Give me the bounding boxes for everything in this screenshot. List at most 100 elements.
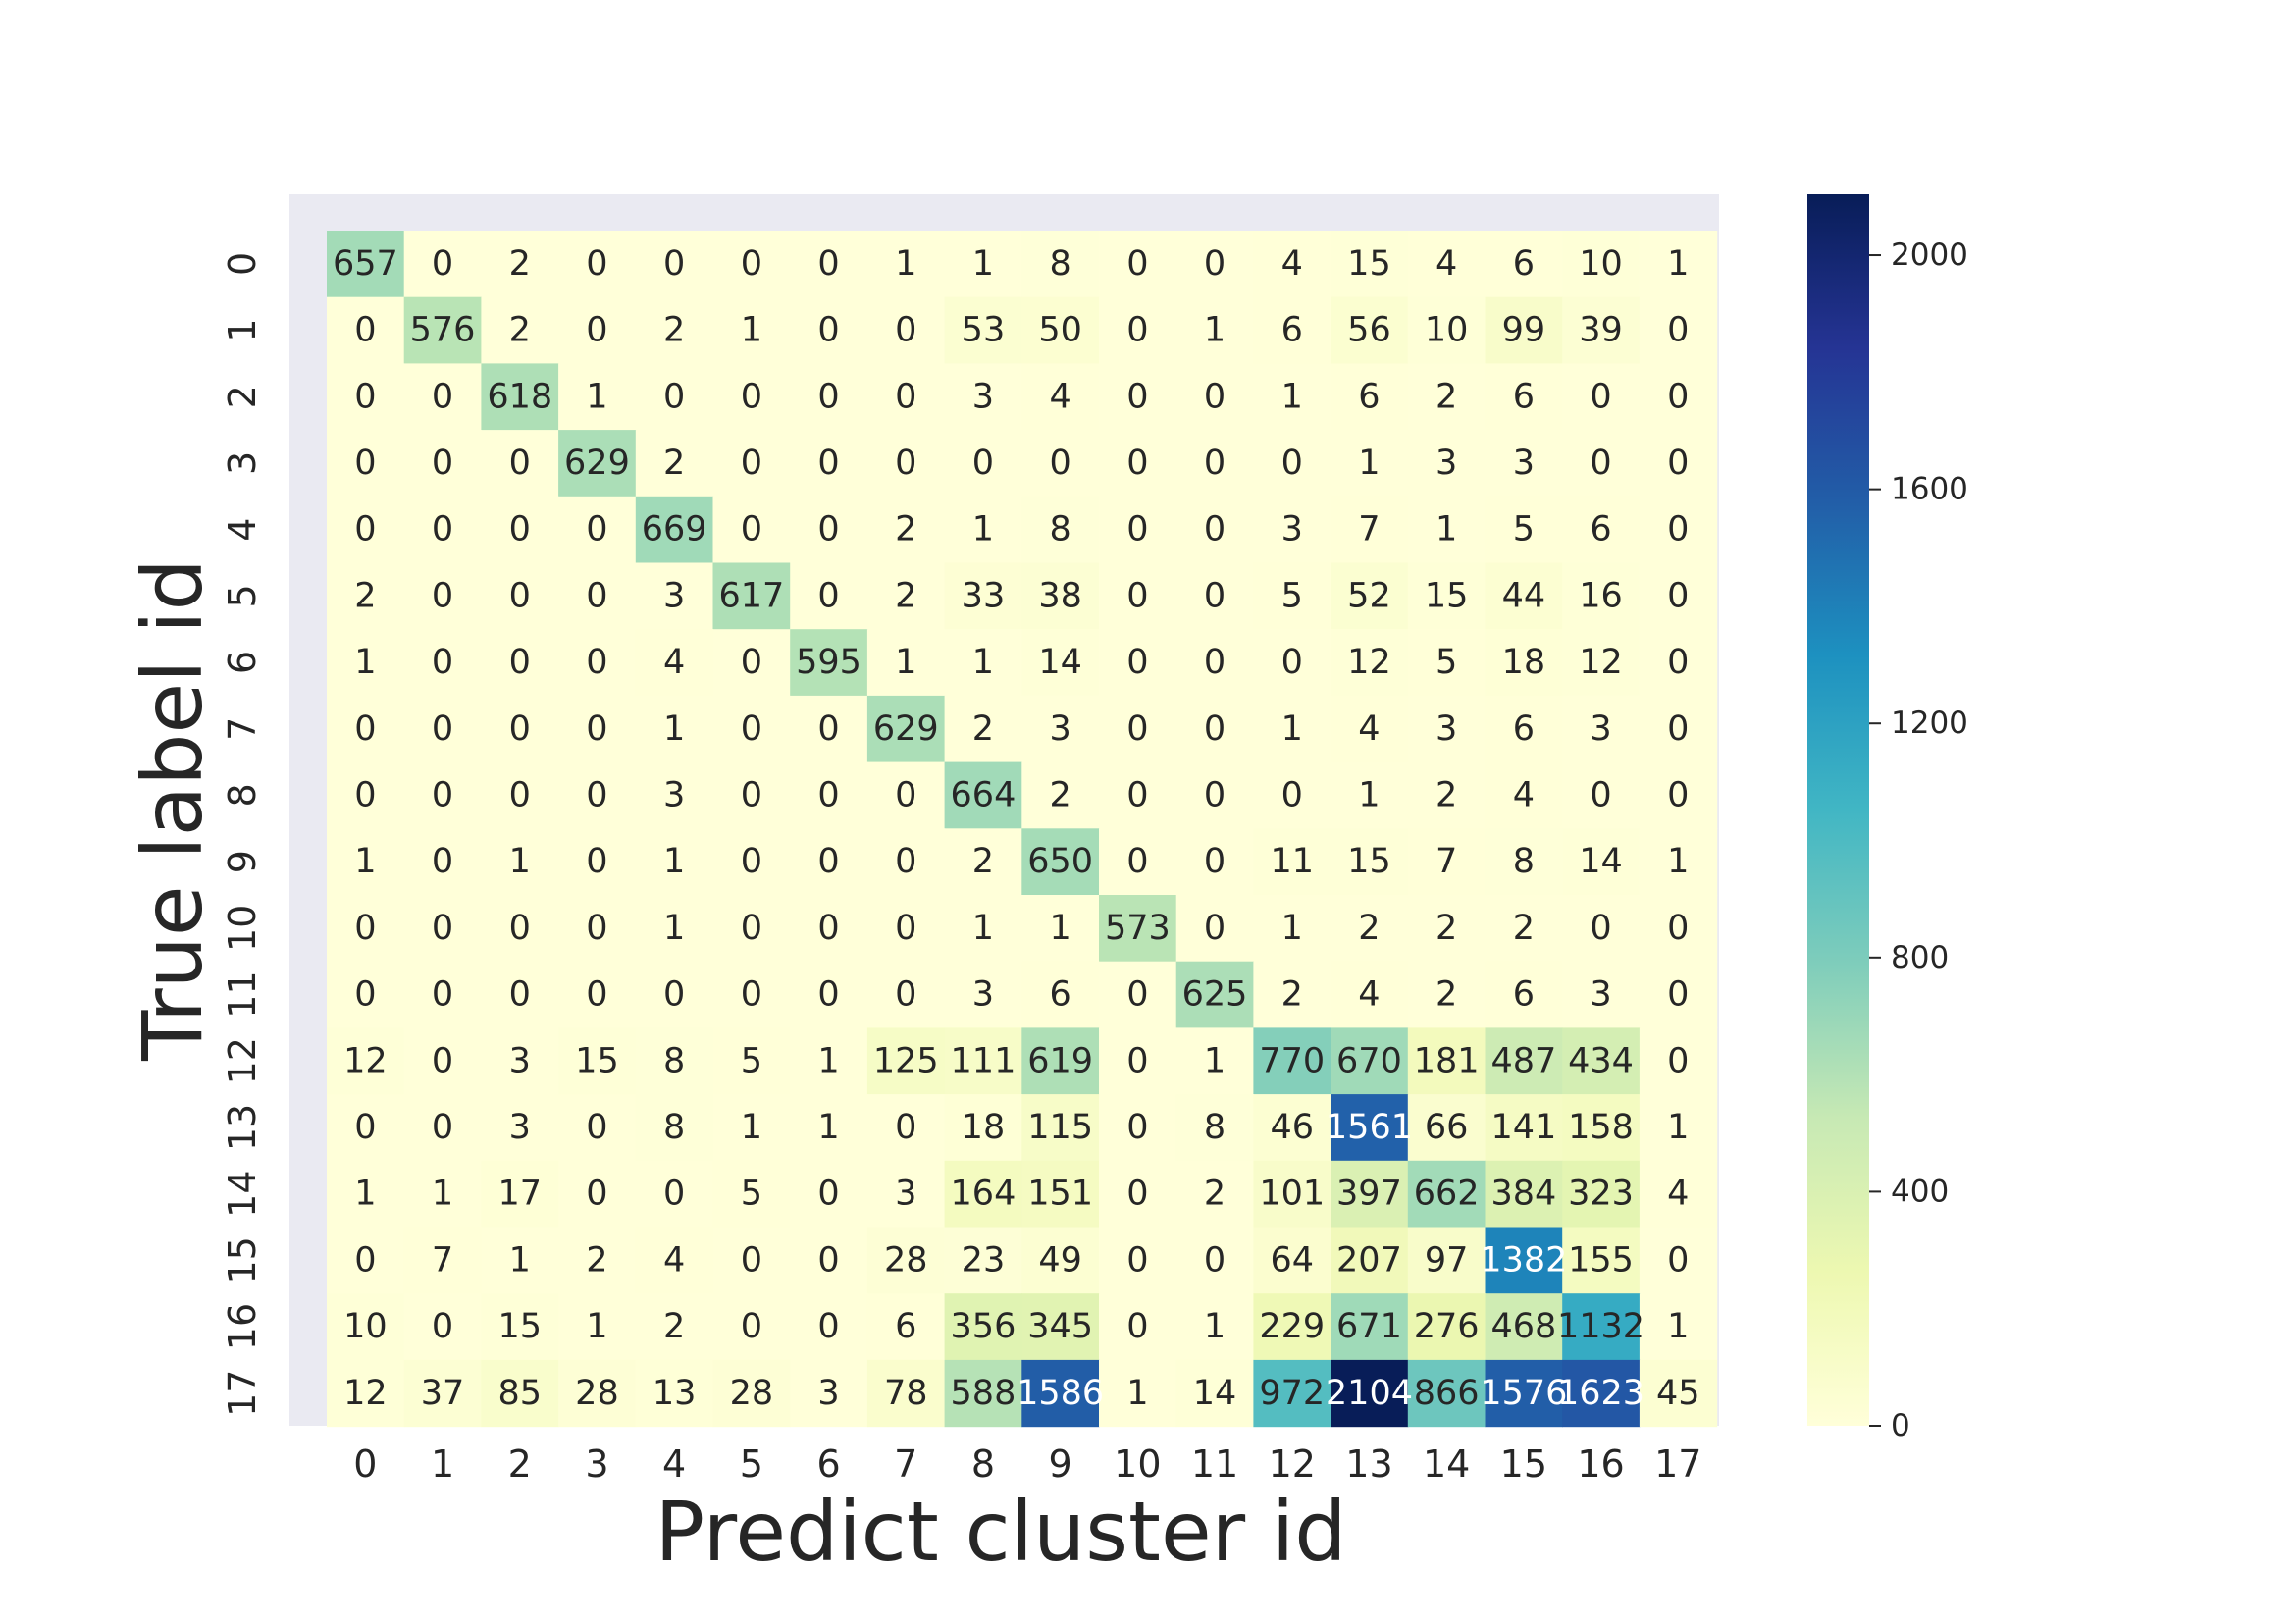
cell-value-r3-c12: 0: [1281, 444, 1303, 483]
cell-value-r5-c11: 0: [1204, 576, 1226, 615]
heatmap-cell-r7-c9: [1021, 695, 1100, 763]
heatmap-cell-r10-c7: [866, 895, 946, 963]
cell-value-r3-c9: 0: [1050, 444, 1071, 483]
cell-value-r4-c8: 1: [972, 510, 994, 550]
heatmap-cell-r7-c11: [1175, 695, 1254, 763]
heatmap-cell-r14-c9: [1021, 1160, 1100, 1229]
cell-value-r10-c4: 1: [663, 909, 685, 948]
cell-value-r4-c6: 0: [817, 510, 839, 550]
heatmap-cell-r5-c5: [712, 562, 791, 630]
cell-value-r2-c8: 3: [972, 377, 994, 416]
heatmap-cell-r11-c17: [1639, 961, 1718, 1028]
heatmap-cell-r10-c6: [790, 895, 868, 963]
heatmap-cell-r0-c15: [1485, 231, 1563, 298]
heatmap-cell-r8-c10: [1099, 761, 1177, 829]
cell-value-r15-c3: 2: [586, 1240, 607, 1280]
heatmap-cell-r5-c0: [327, 562, 405, 630]
cell-value-r17-c4: 13: [652, 1374, 697, 1413]
heatmap-cell-r6-c5: [712, 629, 791, 697]
heatmap-cell-r1-c17: [1639, 296, 1718, 364]
heatmap-cell-r9-c6: [790, 828, 868, 896]
cell-value-r7-c11: 0: [1204, 709, 1226, 749]
heatmap-cell-r12-c13: [1331, 1027, 1409, 1095]
heatmap-cell-r5-c3: [558, 562, 637, 630]
heatmap-cell-r10-c9: [1021, 895, 1100, 963]
cell-value-r5-c13: 52: [1347, 576, 1391, 615]
cell-value-r14-c4: 0: [663, 1175, 685, 1214]
heatmap-cell-r0-c4: [635, 231, 714, 298]
heatmap-cell-r13-c1: [403, 1094, 482, 1162]
heatmap-cell-r9-c4: [635, 828, 714, 896]
cell-value-r1-c8: 53: [962, 311, 1006, 350]
cell-value-r12-c11: 1: [1204, 1041, 1226, 1080]
heatmap-cell-r1-c9: [1021, 296, 1100, 364]
cell-value-r15-c8: 23: [962, 1240, 1006, 1280]
cell-value-r7-c15: 6: [1513, 709, 1535, 749]
heatmap-cell-r17-c14: [1407, 1359, 1487, 1428]
heatmap-cell-r16-c5: [712, 1293, 791, 1361]
heatmap-cell-r7-c0: [327, 695, 405, 763]
heatmap-cell-r9-c12: [1253, 828, 1331, 896]
cell-value-r13-c10: 0: [1126, 1108, 1148, 1147]
heatmap-cell-r16-c4: [635, 1293, 714, 1361]
heatmap-cell-r13-c9: [1021, 1094, 1100, 1162]
cell-value-r3-c6: 0: [817, 444, 839, 483]
heatmap-cell-r0-c8: [944, 231, 1022, 298]
cell-value-r11-c16: 3: [1590, 975, 1611, 1015]
cell-value-r4-c0: 0: [354, 510, 376, 550]
cell-value-r7-c6: 0: [817, 709, 839, 749]
cell-value-r10-c1: 0: [432, 909, 453, 948]
cell-value-r1-c16: 39: [1579, 311, 1623, 350]
cell-value-r10-c3: 0: [586, 909, 607, 948]
heatmap-cell-r5-c16: [1562, 562, 1641, 630]
cell-value-r14-c10: 0: [1126, 1175, 1148, 1214]
cell-value-r4-c1: 0: [432, 510, 453, 550]
cell-value-r8-c5: 0: [741, 775, 762, 814]
heatmap-cell-r8-c6: [790, 761, 868, 829]
heatmap-cell-r3-c11: [1175, 430, 1254, 497]
heatmap-cell-r15-c12: [1253, 1227, 1331, 1294]
cell-value-r12-c17: 0: [1667, 1041, 1689, 1080]
cell-value-r9-c9: 650: [1027, 842, 1093, 881]
heatmap-cell-r0-c16: [1562, 231, 1641, 298]
heatmap-cell-r1-c1: [403, 296, 482, 364]
heatmap-cell-r17-c8: [944, 1359, 1022, 1428]
cell-value-r0-c2: 2: [509, 244, 531, 284]
heatmap-cell-r14-c16: [1562, 1160, 1641, 1229]
cell-value-r9-c12: 11: [1270, 842, 1314, 881]
cell-value-r5-c1: 0: [432, 576, 453, 615]
heatmap-cell-r1-c2: [481, 296, 559, 364]
heatmap-cell-r13-c4: [635, 1094, 714, 1162]
colorbar-ticks: 0 400 800 1200 1600 2000: [1869, 237, 1968, 1443]
heatmap-cell-r13-c8: [944, 1094, 1022, 1162]
heatmap-cell-r17-c3: [558, 1359, 637, 1428]
heatmap-cell-r8-c16: [1562, 761, 1641, 829]
cell-value-r13-c4: 8: [663, 1108, 685, 1147]
cell-value-r1-c13: 56: [1347, 311, 1391, 350]
cell-value-r0-c6: 0: [817, 244, 839, 284]
heatmap-cell-r10-c10: [1099, 895, 1177, 963]
cell-value-r7-c13: 4: [1358, 709, 1380, 749]
y-tick-label-17: 17: [221, 1370, 264, 1417]
cell-value-r8-c8: 664: [951, 775, 1017, 814]
y-tick-label-0: 0: [221, 252, 264, 276]
heatmap-cell-r8-c2: [481, 761, 559, 829]
cell-value-r16-c12: 229: [1259, 1307, 1325, 1346]
cell-value-r13-c14: 66: [1425, 1108, 1469, 1147]
heatmap-cell-r16-c8: [944, 1293, 1022, 1361]
cell-value-r16-c17: 1: [1667, 1307, 1689, 1346]
heatmap-cell-r2-c16: [1562, 363, 1641, 431]
heatmap-cell-r15-c10: [1099, 1227, 1177, 1294]
x-tick-label-7: 7: [894, 1442, 917, 1486]
heatmap-cell-r15-c0: [327, 1227, 405, 1294]
heatmap-cell-r10-c16: [1562, 895, 1641, 963]
heatmap-cell-r9-c9: [1021, 828, 1100, 896]
heatmap-cell-r9-c13: [1331, 828, 1409, 896]
heatmap-cell-r14-c1: [403, 1160, 482, 1229]
cell-value-r6-c9: 14: [1038, 643, 1082, 682]
cell-value-r3-c0: 0: [354, 444, 376, 483]
cell-value-r3-c5: 0: [741, 444, 762, 483]
heatmap-cell-r3-c8: [944, 430, 1022, 497]
cell-value-r11-c8: 3: [972, 975, 994, 1015]
cell-value-r17-c14: 866: [1414, 1374, 1480, 1413]
